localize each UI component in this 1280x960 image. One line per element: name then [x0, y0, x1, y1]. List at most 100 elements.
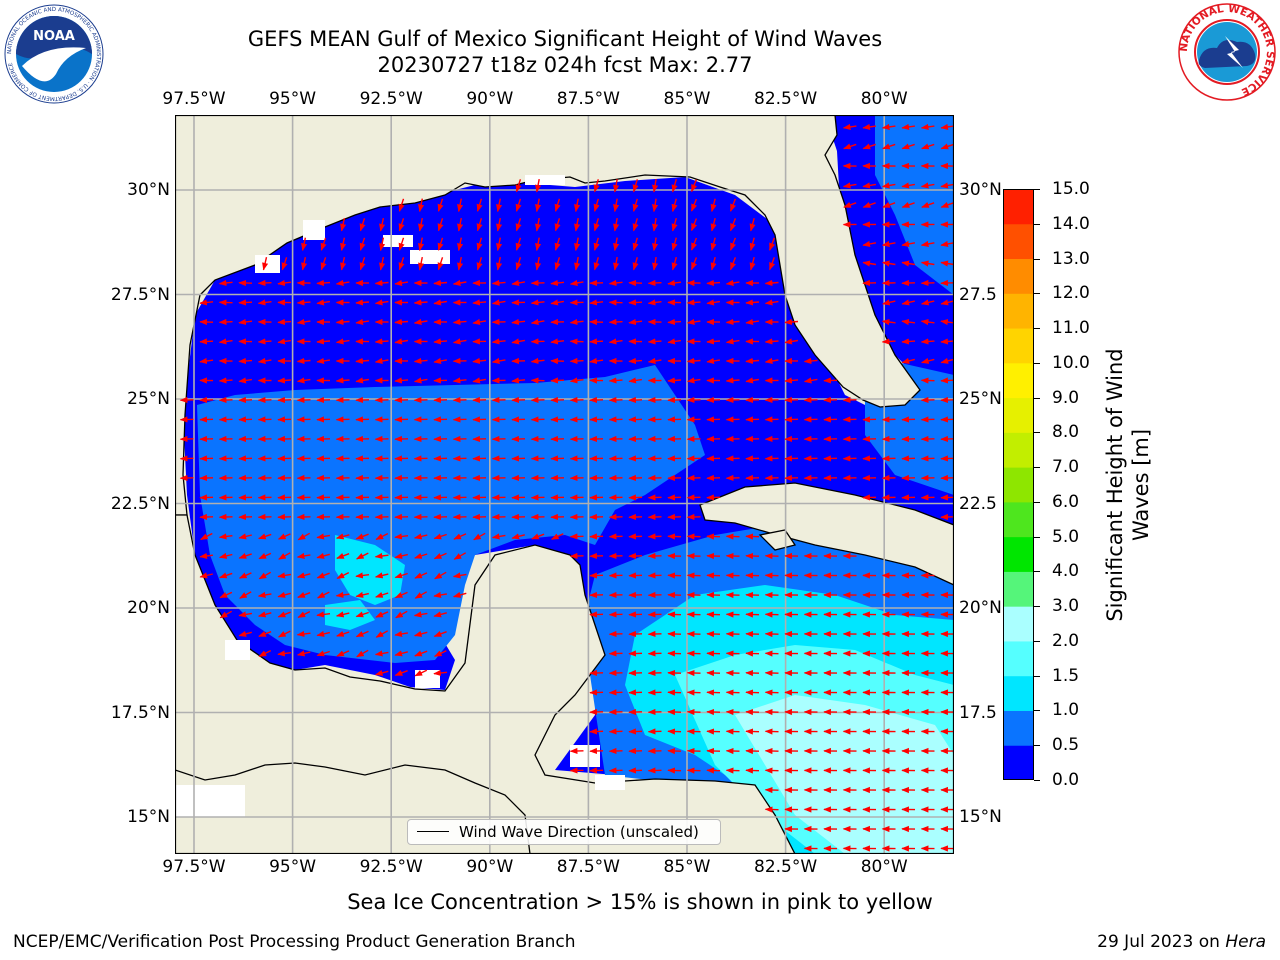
wave-direction-arrow [647, 279, 662, 287]
wave-direction-arrow [335, 533, 350, 540]
wave-direction-arrow [901, 240, 916, 247]
wave-direction-arrow [725, 338, 740, 345]
wave-direction-arrow [569, 318, 584, 326]
wave-direction-arrow [375, 611, 389, 618]
wave-direction-arrow [394, 377, 409, 384]
wave-direction-arrow [296, 552, 311, 559]
wave-direction-arrow [613, 198, 620, 213]
lon-tick-top: 80°W [860, 89, 908, 109]
wave-direction-arrow [418, 217, 425, 232]
lat-tick-left: 20°N [127, 598, 170, 618]
lon-tick-bottom: 87.5°W [556, 857, 620, 877]
wave-direction-arrow [218, 338, 233, 345]
no-data-patches [175, 175, 625, 817]
wave-direction-arrow [593, 257, 600, 271]
wave-direction-arrow [647, 299, 662, 306]
wave-direction-arrow [200, 532, 213, 541]
wave-direction-arrow [238, 611, 253, 618]
wave-direction-arrow [238, 299, 253, 306]
wave-direction-arrow [359, 257, 366, 271]
wave-direction-arrow [218, 318, 233, 326]
wave-direction-arrow [199, 357, 214, 365]
wave-direction-arrow [940, 143, 954, 150]
wave-direction-arrow [901, 123, 915, 130]
wave-direction-arrow [278, 552, 291, 560]
lat-tick-left: 25°N [127, 389, 170, 409]
wave-direction-arrow [745, 377, 760, 384]
wave-direction-arrow [199, 552, 213, 559]
wave-direction-arrow [335, 611, 350, 618]
wave-direction-arrow [901, 182, 916, 189]
wave-direction-arrow [219, 572, 233, 579]
wave-direction-arrow [398, 218, 405, 232]
wave-direction-arrow [764, 299, 779, 306]
wave-direction-arrow [749, 218, 756, 232]
wave-direction-arrow [394, 338, 409, 345]
wave-direction-arrow [569, 357, 584, 365]
wave-direction-arrow [452, 377, 467, 384]
wave-direction-arrow [297, 591, 311, 598]
wave-direction-arrow [686, 357, 701, 365]
wave-direction-arrow [690, 198, 698, 212]
wave-direction-arrow [628, 299, 643, 306]
wave-direction-arrow [218, 279, 233, 287]
wave-direction-arrow [281, 257, 288, 271]
wave-direction-arrow [433, 279, 448, 287]
wave-direction-arrow [515, 257, 522, 271]
wave-direction-arrow [628, 357, 643, 365]
wave-direction-arrow [862, 240, 877, 247]
wave-direction-arrow [764, 338, 779, 345]
graticule [175, 115, 954, 854]
wave-direction-arrow [340, 237, 347, 252]
colorbar-tick-mark [1034, 640, 1040, 642]
wave-direction-arrow [218, 552, 233, 559]
colorbar-tick-mark [1034, 536, 1040, 538]
wave-direction-arrow [920, 318, 935, 326]
colorbar-tick-mark [1034, 189, 1040, 190]
colorbar-cell [1003, 675, 1034, 711]
wave-direction-arrow [296, 357, 311, 365]
colorbar-tick-mark [1034, 467, 1040, 469]
wave-direction-arrow [394, 318, 409, 326]
wave-direction-arrow [784, 338, 799, 345]
wave-direction-arrow [940, 357, 954, 364]
wave-direction-arrow [632, 179, 639, 193]
colorbar-tick-mark [1034, 710, 1040, 712]
wave-direction-arrow [632, 198, 639, 212]
wave-direction-arrow [257, 338, 272, 345]
wave-direction-arrow [940, 338, 954, 345]
map-frame [175, 115, 954, 854]
wave-direction-arrow [491, 533, 506, 540]
wave-direction-arrow [433, 338, 448, 345]
wave-direction-arrow [453, 552, 467, 560]
wave-direction-arrow [613, 217, 620, 232]
wave-direction-arrow [881, 182, 896, 189]
wave-direction-arrow [652, 178, 659, 193]
colorbar-tick-mark [1034, 432, 1040, 434]
wave-direction-arrow [434, 650, 447, 657]
wave-direction-arrow [511, 318, 526, 326]
colorbar-tick-label: 14.0 [1052, 213, 1090, 234]
wave-direction-arrow [613, 237, 620, 252]
wave-direction-arrow [652, 256, 659, 271]
wave-direction-arrow [881, 123, 896, 130]
wave-direction-arrow [258, 630, 272, 637]
colorbar-tick-label: 12.0 [1052, 283, 1090, 304]
wave-direction-arrow [457, 217, 464, 232]
colorbar-cell [1003, 745, 1034, 780]
wave-direction-arrow [335, 318, 350, 326]
colorbar-tick-mark [1034, 223, 1040, 225]
wave-direction-arrow [496, 217, 503, 232]
wave-direction-arrow [394, 572, 408, 579]
wave-direction-arrow [375, 630, 389, 638]
wave-direction-arrow [554, 198, 561, 212]
wave-direction-arrow [901, 299, 915, 306]
wave-direction-arrow [901, 201, 915, 208]
wave-direction-arrow [414, 591, 428, 599]
wave-direction-arrow [199, 299, 214, 306]
sea-ice-note: Sea Ice Concentration > 15% is shown in … [347, 890, 933, 914]
wave-direction-arrow [550, 299, 565, 306]
wave-direction-arrow [277, 533, 291, 540]
wave-direction-arrow [940, 260, 954, 267]
wave-direction-arrow [843, 143, 857, 150]
